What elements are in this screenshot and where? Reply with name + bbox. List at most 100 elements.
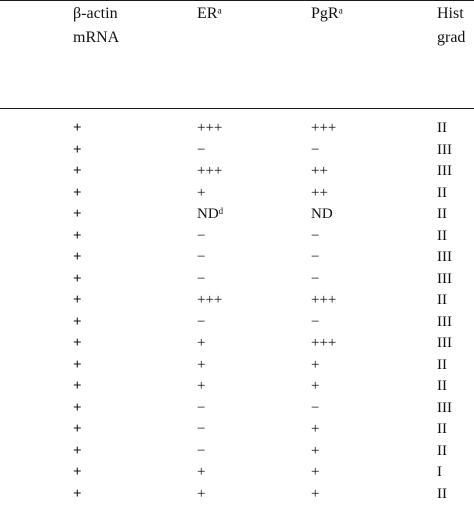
table-row: + − − III	[0, 269, 474, 291]
er-cell: −	[197, 312, 205, 334]
pgr-cell: −	[311, 140, 319, 162]
header-actin: β-actin mRNA	[73, 2, 119, 50]
pgr-cell: +++	[311, 118, 336, 140]
header-grade: Hist grad	[437, 2, 465, 50]
pgr-cell: +	[311, 441, 319, 463]
actin-cell: +	[73, 462, 82, 484]
er-cell: +++	[197, 161, 222, 183]
pgr-cell: −	[311, 269, 319, 291]
pgr-cell: +++	[311, 333, 336, 355]
table-row: + − − III	[0, 140, 474, 162]
table-row: ++++II	[0, 183, 474, 205]
er-cell: +	[197, 484, 205, 505]
grade-cell: III	[437, 333, 452, 355]
grade-cell: I	[437, 462, 442, 484]
table-top-rule	[0, 0, 474, 1]
pgr-cell: +	[311, 462, 319, 484]
er-cell: −	[197, 269, 205, 291]
actin-cell: +	[73, 269, 82, 291]
table-row: +++II	[0, 376, 474, 398]
actin-cell: +	[73, 226, 82, 248]
er-cell: NDᵈ	[197, 204, 223, 226]
er-cell: +++	[197, 290, 222, 312]
header-grade-line2: grad	[437, 29, 465, 46]
grade-cell: III	[437, 247, 452, 269]
grade-cell: II	[437, 204, 447, 226]
table-row: +++++++II	[0, 118, 474, 140]
grade-cell: III	[437, 140, 452, 162]
actin-cell: +	[73, 398, 82, 420]
actin-cell: +	[73, 161, 82, 183]
er-cell: −	[197, 398, 205, 420]
table-row: + − + II	[0, 441, 474, 463]
header-actin-line2: mRNA	[73, 29, 119, 46]
grade-cell: II	[437, 376, 447, 398]
pgr-cell: ND	[311, 204, 333, 226]
pgr-cell: −	[311, 312, 319, 334]
er-cell: −	[197, 226, 205, 248]
actin-cell: +	[73, 484, 82, 505]
table-row: + − − III	[0, 312, 474, 334]
pgr-cell: +	[311, 376, 319, 398]
actin-cell: +	[73, 290, 82, 312]
grade-cell: III	[437, 312, 452, 334]
er-cell: +	[197, 183, 205, 205]
er-cell: +++	[197, 118, 222, 140]
er-cell: −	[197, 441, 205, 463]
er-cell: −	[197, 247, 205, 269]
er-cell: +	[197, 355, 205, 377]
table-row: ++++++III	[0, 161, 474, 183]
grade-cell: III	[437, 161, 452, 183]
er-cell: +	[197, 376, 205, 398]
pgr-cell: ++	[311, 161, 328, 183]
table-row: +++++III	[0, 333, 474, 355]
table-row: + − − III	[0, 398, 474, 420]
er-cell: −	[197, 419, 205, 441]
pgr-cell: −	[311, 226, 319, 248]
actin-cell: +	[73, 118, 82, 140]
grade-cell: III	[437, 269, 452, 291]
actin-cell: +	[73, 419, 82, 441]
header-er: ERᵃ	[197, 2, 222, 26]
actin-cell: +	[73, 183, 82, 205]
actin-cell: +	[73, 204, 82, 226]
grade-cell: II	[437, 226, 447, 248]
table-row: + + + I	[0, 462, 474, 484]
pgr-cell: +	[311, 355, 319, 377]
er-cell: +	[197, 333, 205, 355]
table-row: + NDᵈ ND II	[0, 204, 474, 226]
actin-cell: +	[73, 333, 82, 355]
actin-cell: +	[73, 140, 82, 162]
pgr-cell: ++	[311, 183, 328, 205]
pgr-cell: +	[311, 419, 319, 441]
actin-cell: +	[73, 355, 82, 377]
grade-cell: II	[437, 118, 447, 140]
header-pgr: PgRᵃ	[311, 2, 343, 26]
er-cell: +	[197, 462, 205, 484]
grade-cell: II	[437, 419, 447, 441]
table-row: + + + II	[0, 355, 474, 377]
table-row: + − + II	[0, 419, 474, 441]
header-rule	[0, 108, 474, 109]
table-row: + − − II	[0, 226, 474, 248]
actin-cell: +	[73, 247, 82, 269]
table-row: + + + II	[0, 484, 474, 505]
grade-cell: II	[437, 290, 447, 312]
grade-cell: II	[437, 484, 447, 505]
header-grade-line1: Hist	[437, 5, 464, 22]
pgr-cell: +	[311, 484, 319, 505]
header-actin-line1: β-actin	[73, 5, 118, 22]
grade-cell: III	[437, 398, 452, 420]
pgr-cell: +++	[311, 290, 336, 312]
pgr-cell: −	[311, 247, 319, 269]
actin-cell: +	[73, 441, 82, 463]
er-cell: −	[197, 140, 205, 162]
table-row: +++++++II	[0, 290, 474, 312]
table-row: + − − III	[0, 247, 474, 269]
grade-cell: II	[437, 355, 447, 377]
actin-cell: +	[73, 312, 82, 334]
grade-cell: II	[437, 441, 447, 463]
pgr-cell: −	[311, 398, 319, 420]
grade-cell: II	[437, 183, 447, 205]
